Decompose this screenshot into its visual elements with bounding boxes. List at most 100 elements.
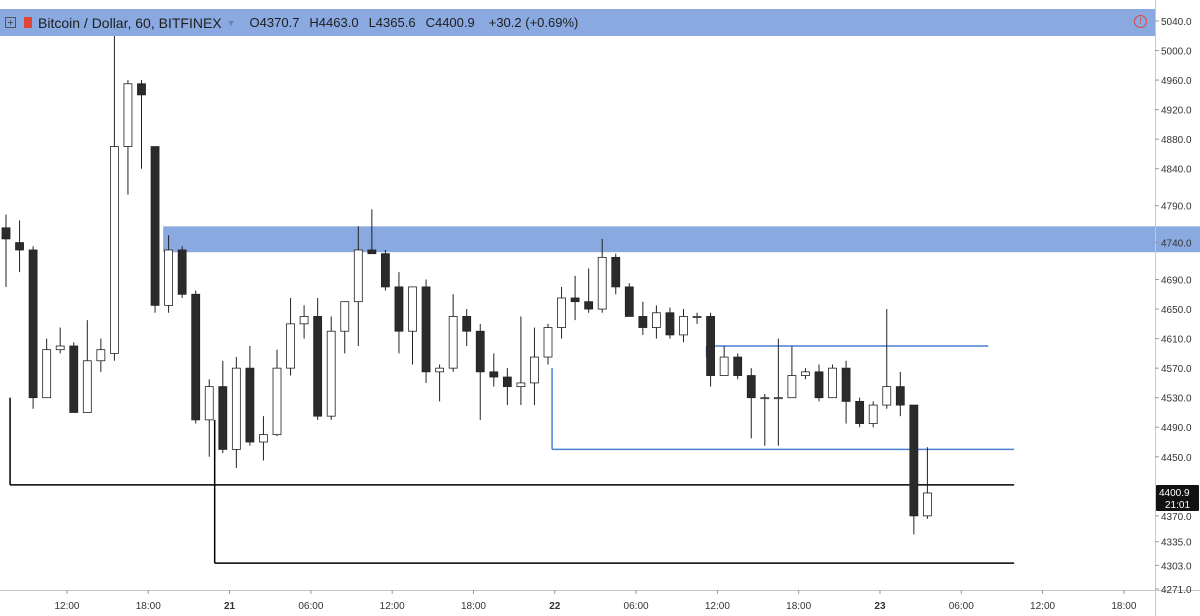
candle-body-bull: [326, 330, 336, 417]
candle-body-bull: [408, 286, 417, 332]
candle: [719, 345, 729, 376]
candle-body-bull: [828, 367, 837, 399]
candle: [557, 286, 566, 339]
candle-body-bear: [746, 375, 756, 399]
candle: [326, 316, 336, 420]
candle: [584, 268, 594, 313]
candle: [652, 305, 661, 339]
candle: [516, 316, 526, 406]
candle-body-bear: [475, 330, 485, 373]
candle-body-bear: [28, 249, 38, 399]
y-tick-label: 4490.0: [1161, 423, 1192, 434]
candle-body-bull: [42, 349, 52, 399]
candle: [489, 353, 499, 387]
collapse-icon[interactable]: [5, 17, 16, 28]
candle-body-bull: [110, 146, 119, 354]
candle-body-bull: [868, 404, 878, 424]
symbol-legend: Bitcoin / Dollar, 60, BITFINEX ▼ O4370.7…: [0, 9, 1155, 36]
candle-body-bear: [570, 297, 580, 303]
candle-body-bull: [204, 386, 214, 421]
candle-body-bull: [272, 367, 282, 436]
x-tick-label: 06:00: [298, 601, 323, 612]
candle-body-bull: [286, 323, 295, 369]
candle-body-bull: [299, 316, 309, 325]
x-tick-label: 18:00: [786, 601, 811, 612]
y-tick-label: 4303.0: [1161, 561, 1192, 572]
alert-info-icon[interactable]: !: [1134, 15, 1147, 28]
candle-body-bear: [69, 345, 79, 413]
candle: [909, 404, 919, 535]
candle-body-bear: [150, 146, 160, 306]
high-value: H4463.0: [309, 15, 359, 30]
candle: [299, 305, 309, 339]
candle-body-bear: [584, 301, 594, 310]
zones-layer: [163, 226, 1200, 253]
candle-body-bear: [489, 371, 499, 378]
candle: [110, 32, 119, 361]
candle: [259, 416, 268, 461]
resistance-zone-0: [163, 226, 1200, 253]
candle-body-bull: [543, 327, 553, 358]
candle-body-bear: [814, 371, 824, 399]
candle: [665, 307, 675, 339]
flag-icon[interactable]: [24, 17, 32, 28]
candle-body-bear: [502, 376, 512, 388]
candle: [394, 272, 404, 354]
x-tick-label: 06:00: [624, 601, 649, 612]
candle-body-bull: [231, 367, 241, 450]
x-tick-label: 21: [224, 601, 236, 612]
open-value: O4370.7: [249, 15, 300, 30]
y-tick-label: 4740.0: [1161, 239, 1192, 250]
x-tick-label: 18:00: [461, 601, 486, 612]
candle: [882, 309, 892, 409]
candle: [421, 279, 431, 383]
y-tick-label: 4610.0: [1161, 335, 1192, 346]
x-tick-label: 18:00: [136, 601, 161, 612]
candle-body-bear: [624, 286, 634, 317]
candles-layer: [1, 32, 932, 535]
candle: [137, 80, 146, 169]
candle: [828, 364, 837, 399]
candle: [380, 249, 390, 291]
candle: [462, 309, 472, 346]
candle: [218, 360, 228, 454]
x-tick-label: 06:00: [949, 601, 974, 612]
candle-body-bull: [787, 375, 797, 399]
y-tick-label: 4690.0: [1161, 276, 1192, 287]
x-tick-label: 22: [549, 601, 561, 612]
candle-body-bull: [259, 434, 268, 443]
symbol-title[interactable]: Bitcoin / Dollar, 60, BITFINEX: [38, 14, 222, 31]
candle: [272, 349, 282, 437]
candle-body-bear: [394, 286, 404, 332]
candle-body-bear: [313, 316, 323, 417]
candle-body-bear: [367, 249, 377, 255]
x-tick-label: 12:00: [54, 601, 79, 612]
candle: [367, 209, 377, 255]
candle-body-bear: [245, 367, 255, 443]
candle: [814, 364, 824, 402]
lines-layer: [9, 345, 1015, 564]
candle: [123, 80, 133, 195]
candle: [69, 342, 79, 413]
candle-body-bear: [665, 312, 675, 336]
candle-body-bull: [801, 371, 810, 376]
candle: [679, 309, 688, 343]
chevron-down-icon[interactable]: ▼: [226, 17, 236, 28]
candle: [96, 338, 106, 372]
candle-body-bear: [895, 386, 905, 406]
candle: [177, 246, 187, 298]
candle: [204, 379, 214, 457]
candle-body-bull: [557, 297, 566, 328]
candle-body-bull: [923, 492, 932, 517]
candle: [475, 323, 485, 420]
y-tick-label: 4271.0: [1161, 585, 1192, 596]
candle: [624, 283, 634, 317]
x-tick-label: 23: [874, 601, 886, 612]
candle-body-bear: [218, 386, 228, 450]
candle: [923, 447, 932, 519]
candle: [15, 220, 24, 273]
candle-body-bull: [123, 83, 133, 147]
y-tick-label: 4880.0: [1161, 135, 1192, 146]
y-tick-label: 4450.0: [1161, 453, 1192, 464]
